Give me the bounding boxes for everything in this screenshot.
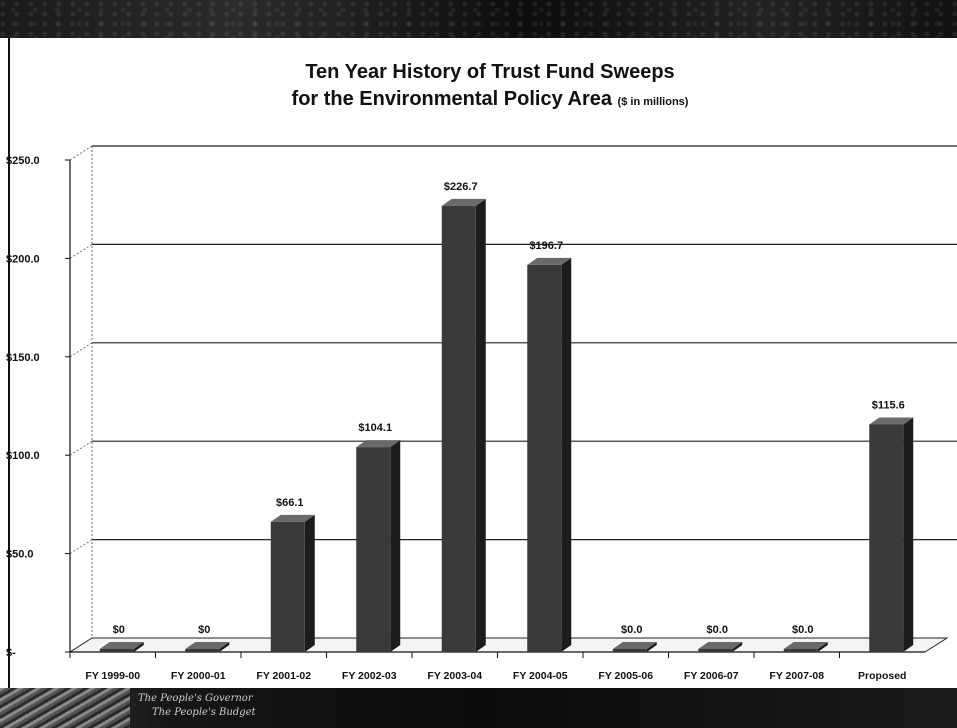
bar-side xyxy=(304,514,315,652)
x-tick-label: FY 2007-08 xyxy=(769,670,824,682)
bar xyxy=(698,649,733,652)
data-label: $196.7 xyxy=(529,240,563,252)
x-tick-label: FY 2001-02 xyxy=(256,670,311,682)
grid-depth-line xyxy=(69,145,93,161)
grid-depth-line xyxy=(69,342,93,358)
grid-depth-line xyxy=(69,539,93,554)
bar-side xyxy=(133,642,144,652)
header-banner xyxy=(0,0,957,38)
data-label: $115.6 xyxy=(872,399,905,411)
unit-note: ($ in millions) xyxy=(617,96,689,108)
data-label: $0.0 xyxy=(792,624,813,636)
bar-side xyxy=(732,642,743,652)
y-tick-label: $150.0 xyxy=(6,352,40,364)
grid-depth-line xyxy=(69,440,93,456)
bar-side xyxy=(903,417,914,652)
data-label: $226.7 xyxy=(444,181,478,193)
x-tick-label: FY 2006-07 xyxy=(684,670,739,682)
data-label: $0 xyxy=(198,624,210,636)
y-tick-label: $250.0 xyxy=(6,155,40,167)
bar xyxy=(869,424,904,652)
state-seal-logo xyxy=(0,688,130,728)
bar xyxy=(783,649,818,652)
footer-tagline-budget: The People's Budget xyxy=(152,707,256,718)
bar-top xyxy=(698,642,743,649)
bar-side xyxy=(390,440,401,652)
data-label: $0.0 xyxy=(707,624,728,636)
bar-top xyxy=(99,642,144,649)
chart-subtitle: for the Environmental Policy Area ($ in … xyxy=(180,88,800,111)
bar-top xyxy=(869,417,914,425)
bar xyxy=(270,521,305,652)
bar-side xyxy=(817,642,828,652)
data-label: $66.1 xyxy=(276,497,304,509)
x-tick-label: FY 2000-01 xyxy=(171,670,226,682)
bar-top xyxy=(612,642,657,649)
x-tick-label: FY 2002-03 xyxy=(342,670,397,682)
bar-top xyxy=(441,198,486,206)
data-label: $104.1 xyxy=(358,422,392,434)
bar-top xyxy=(527,257,572,265)
chart-subtitle-text: for the Environmental Policy Area xyxy=(291,88,612,110)
data-label: $0 xyxy=(113,624,125,636)
x-tick-label: FY 2005-06 xyxy=(598,670,653,682)
bar-top xyxy=(783,642,828,649)
x-tick-label: FY 1999-00 xyxy=(85,670,140,682)
bar-side xyxy=(219,642,230,652)
bar xyxy=(356,447,391,652)
bar xyxy=(441,205,476,652)
bar xyxy=(99,649,134,652)
left-border-rule xyxy=(8,38,10,688)
bar-top xyxy=(270,514,315,522)
footer-tagline-governor: The People's Governor xyxy=(138,693,253,704)
x-tick-label: FY 2004-05 xyxy=(513,670,568,682)
chart-title: Ten Year History of Trust Fund Sweeps xyxy=(305,61,675,83)
bar-chart: $- $50.0 $100.0 $150.0 $200.0 $250.0 $0 FY 1999… xyxy=(6,145,957,682)
data-label: $0.0 xyxy=(621,624,642,636)
bar xyxy=(185,649,220,652)
bar xyxy=(527,264,562,652)
y-tick-label: $50.0 xyxy=(6,549,34,561)
y-tick-label: $200.0 xyxy=(6,253,40,265)
bar-side xyxy=(646,642,657,652)
bar-top xyxy=(185,642,230,649)
footer-banner: The People's Governor The People's Budge… xyxy=(0,688,957,728)
bar-top xyxy=(356,440,401,448)
x-tick-label: Proposed xyxy=(858,670,906,682)
grid-depth-line xyxy=(69,244,93,259)
y-tick-label: $100.0 xyxy=(6,450,40,462)
bar-side xyxy=(561,257,572,652)
x-tick-label: FY 2003-04 xyxy=(427,670,482,682)
y-tick-label: $- xyxy=(6,647,16,659)
bar xyxy=(612,649,647,652)
bar-side xyxy=(475,198,486,652)
